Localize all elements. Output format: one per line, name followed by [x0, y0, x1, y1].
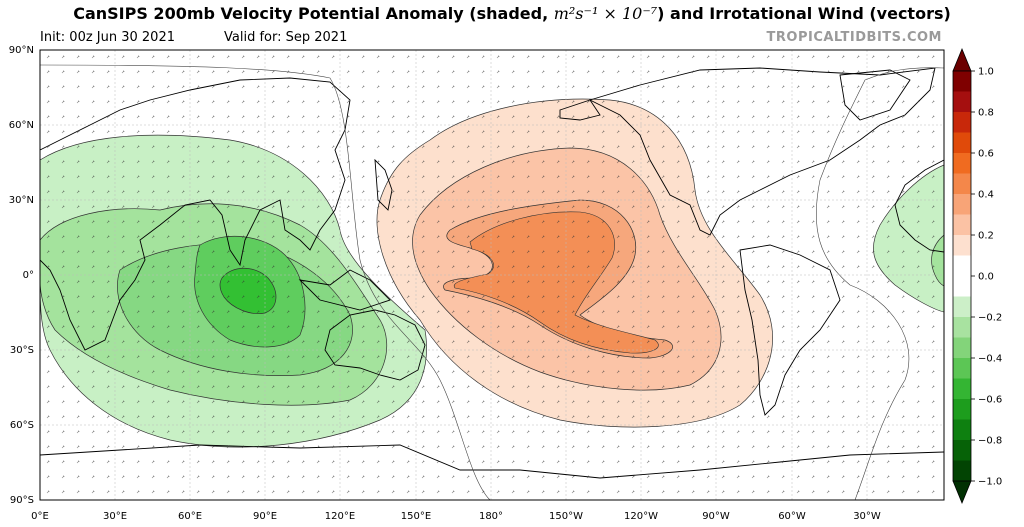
colorbar-tick-label: −0.4	[978, 354, 1002, 365]
lon-label: 30°E	[103, 511, 127, 522]
colorbar-ticks: 1.0 0.8 0.6 0.4 0.2 0.0 −0.2 −0.4 −0.6 −0.8 −1.0	[971, 67, 1002, 488]
colorbar-tick-label: 0.8	[978, 108, 994, 119]
lat-label: 90°N	[9, 45, 34, 56]
lon-label: 0°E	[31, 511, 49, 522]
colorbar-segment	[953, 173, 971, 195]
lon-label: 120°E	[325, 511, 355, 522]
colorbar-segment	[953, 112, 971, 133]
colorbar-segment	[953, 419, 971, 441]
colorbar-segment	[953, 440, 971, 461]
colorbar-tick-label: −1.0	[978, 477, 1002, 488]
map-title: CanSIPS 200mb Velocity Potential Anomaly…	[73, 4, 951, 23]
colorbar-tick-label: 1.0	[978, 67, 994, 78]
colorbar-tick-label: 0.6	[978, 149, 994, 160]
lon-label: 30°W	[853, 511, 881, 522]
colorbar-tick-label: 0.2	[978, 231, 994, 242]
lon-label: 150°W	[549, 511, 583, 522]
lat-labels: 90°N 60°N 30°N 0° 30°S 60°S 90°S	[9, 45, 34, 506]
lat-label: 0°	[23, 270, 34, 281]
lon-label: 90°E	[253, 511, 277, 522]
lat-label: 30°N	[9, 195, 34, 206]
lon-label: 150°E	[401, 511, 431, 522]
colorbar-segment	[953, 255, 971, 277]
colorbar-tick-label: 0.4	[978, 190, 994, 201]
map-frame	[39, 49, 945, 501]
colorbar-tick-label: 0.0	[978, 272, 994, 283]
lon-label: 60°W	[778, 511, 806, 522]
colorbar-extend-max	[952, 47, 972, 72]
colorbar-tick-label: −0.2	[978, 313, 1002, 324]
colorbar-segment	[953, 460, 971, 482]
colorbar	[952, 47, 972, 505]
lon-label: 180°	[479, 511, 503, 522]
colorbar-segment	[953, 378, 971, 400]
lon-label: 60°E	[178, 511, 202, 522]
colorbar-segment	[953, 235, 971, 256]
colorbar-segment	[953, 317, 971, 338]
colorbar-segment	[953, 337, 971, 359]
brand-watermark: TROPICALTIDBITS.COM	[766, 30, 942, 45]
init-time: Init: 00z Jun 30 2021	[40, 30, 175, 45]
colorbar-tick-label: −0.6	[978, 395, 1002, 406]
colorbar-segment	[953, 71, 971, 92]
colorbar-extend-min	[952, 480, 972, 505]
colorbar-segment	[953, 296, 971, 318]
colorbar-segment	[953, 358, 971, 379]
lon-label: 90°W	[702, 511, 730, 522]
lat-label: 90°S	[10, 495, 34, 506]
irrotational-wind-vectors	[40, 50, 944, 500]
colorbar-segment	[953, 194, 971, 215]
lon-label: 120°W	[624, 511, 658, 522]
colorbar-segment	[953, 153, 971, 174]
colorbar-segment	[953, 132, 971, 154]
lat-label: 30°S	[10, 345, 34, 356]
colorbar-segment	[953, 91, 971, 113]
lon-labels: 0°E 30°E 60°E 90°E 120°E 150°E 180° 150°…	[31, 511, 881, 522]
colorbar-segment	[953, 399, 971, 420]
colorbar-segment	[953, 276, 971, 297]
lat-label: 60°S	[10, 420, 34, 431]
lat-label: 60°N	[9, 120, 34, 131]
colorbar-segment	[953, 214, 971, 236]
colorbar-tick-label: −0.8	[978, 436, 1002, 447]
valid-time: Valid for: Sep 2021	[224, 30, 348, 45]
